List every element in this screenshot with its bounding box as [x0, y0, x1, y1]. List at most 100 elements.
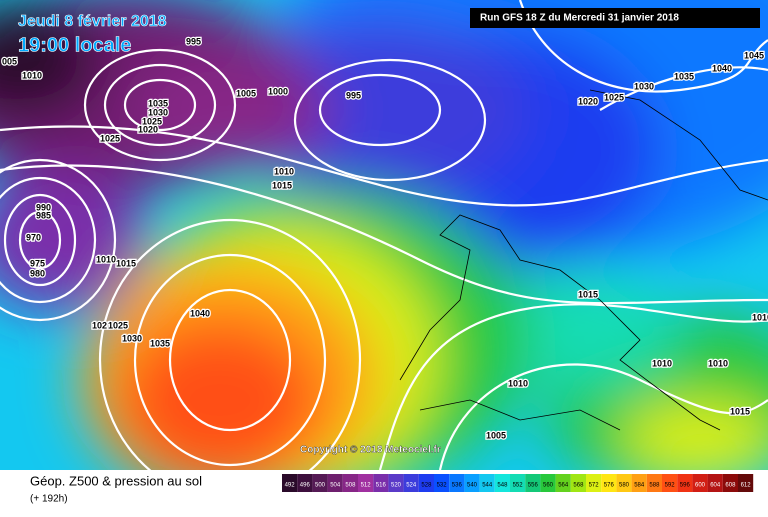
color-swatch — [570, 474, 586, 492]
colorbar-label: 584 — [634, 483, 645, 489]
colorbar-label: 536 — [452, 483, 463, 489]
colorbar-label: 516 — [376, 483, 387, 489]
colorbar: 492 496 500 504 508 512 516 520 524 528 532 536 540 5… — [282, 474, 754, 492]
isobar-label: 985 — [36, 210, 51, 220]
isobar-label: 1015 — [578, 289, 598, 299]
isobar-label: 1000 — [268, 86, 288, 96]
colorbar-label: 588 — [649, 483, 660, 489]
isobar-label: 005 — [2, 56, 17, 66]
isobar-label: 1010 — [752, 312, 768, 322]
isobar-label: 1005 — [236, 88, 256, 98]
colorbar-label: 572 — [589, 483, 600, 489]
colorbar-label: 560 — [543, 483, 554, 489]
colorbar-label: 556 — [528, 483, 539, 489]
isobar-label: 1035 — [674, 71, 694, 81]
colorbar-label: 608 — [725, 483, 736, 489]
isobars — [0, 0, 768, 470]
color-swatch — [677, 474, 693, 492]
colorbar-label: 540 — [467, 483, 478, 489]
color-swatch — [434, 474, 450, 492]
isobar-label: 975 — [30, 258, 45, 268]
colorbar-label: 612 — [741, 483, 752, 489]
isobar-label: 1025 — [100, 133, 120, 143]
colorbar-label: 500 — [315, 483, 326, 489]
isobar-label: 1010 — [96, 254, 116, 264]
colorbar-label: 596 — [680, 483, 691, 489]
colorbar-label: 520 — [391, 483, 402, 489]
footer-lead: (+ 192h) — [30, 494, 68, 505]
isobar-label: 1020 — [138, 124, 158, 134]
color-swatch — [586, 474, 602, 492]
isobar-label: 1035 — [150, 338, 170, 348]
color-swatch — [616, 474, 632, 492]
isobar-label: 1010 — [652, 358, 672, 368]
isobar-label: 1040 — [712, 63, 732, 73]
coastlines — [399, 89, 768, 431]
isobar-label: 1030 — [634, 81, 654, 91]
footer-title: Géop. Z500 & pression au sol — [30, 473, 202, 488]
color-swatch — [707, 474, 723, 492]
colorbar-label: 592 — [665, 483, 676, 489]
color-swatch — [373, 474, 389, 492]
isobar-label: 1015 — [116, 258, 136, 268]
colorbar-label: 492 — [285, 483, 296, 489]
color-swatch — [403, 474, 419, 492]
colorbar-label: 580 — [619, 483, 630, 489]
run-info: Run GFS 18 Z du Mercredi 31 janvier 2018 — [480, 13, 679, 24]
color-swatch — [540, 474, 556, 492]
color-swatch — [601, 474, 617, 492]
colorbar-label: 548 — [497, 483, 508, 489]
color-swatch — [692, 474, 708, 492]
isobar-label: 1025 — [604, 92, 624, 102]
isobar-label: 1015 — [730, 406, 750, 416]
color-swatch — [525, 474, 541, 492]
isobar-label: 1015 — [272, 180, 292, 190]
color-swatch — [464, 474, 480, 492]
isobar-label: 995 — [346, 90, 361, 100]
color-swatch — [358, 474, 374, 492]
colorbar-label: 532 — [437, 483, 448, 489]
colorbar-label: 504 — [330, 483, 341, 489]
colorbar-label: 528 — [421, 483, 432, 489]
color-swatch — [555, 474, 571, 492]
color-swatch — [327, 474, 343, 492]
color-swatch — [738, 474, 754, 492]
colorbar-label: 604 — [710, 483, 721, 489]
color-swatch — [631, 474, 647, 492]
colorbar-label: 524 — [406, 483, 417, 489]
isobar-label: 1040 — [190, 308, 210, 318]
copyright: Copyright © 2018 Meteociel.fr — [300, 445, 441, 456]
isobar-label: 980 — [30, 268, 45, 278]
date: Jeudi 8 février 2018 — [18, 13, 167, 30]
isobar-label: 1035 — [148, 98, 168, 108]
colorbar-label: 496 — [300, 483, 311, 489]
color-swatch — [479, 474, 495, 492]
colorbar-label: 564 — [558, 483, 569, 489]
isobar-label: 1020 — [578, 96, 598, 106]
color-swatch — [662, 474, 678, 492]
colorbar-label: 576 — [604, 483, 615, 489]
isobar-label: 1025 — [108, 320, 128, 330]
color-swatch — [510, 474, 526, 492]
isobar-label: 1010 — [708, 358, 728, 368]
color-swatch — [449, 474, 465, 492]
isobar-label: 1010 — [274, 166, 294, 176]
colorbar-label: 544 — [482, 483, 493, 489]
color-swatch — [722, 474, 738, 492]
isobar-label: 970 — [26, 232, 41, 242]
color-swatch — [312, 474, 328, 492]
color-swatch — [418, 474, 434, 492]
colorbar-label: 600 — [695, 483, 706, 489]
isobar-label: 1030 — [122, 333, 142, 343]
isobar-label: 1010 — [22, 70, 42, 80]
color-swatch — [342, 474, 358, 492]
map: Run GFS 18 Z du Mercredi 31 janvier 2018… — [0, 0, 768, 470]
color-swatch — [646, 474, 662, 492]
local-time: 19:00 locale — [18, 34, 131, 56]
color-swatch — [297, 474, 313, 492]
color-swatch — [494, 474, 510, 492]
run-box — [470, 8, 760, 28]
isobar-label: 1010 — [508, 378, 528, 388]
